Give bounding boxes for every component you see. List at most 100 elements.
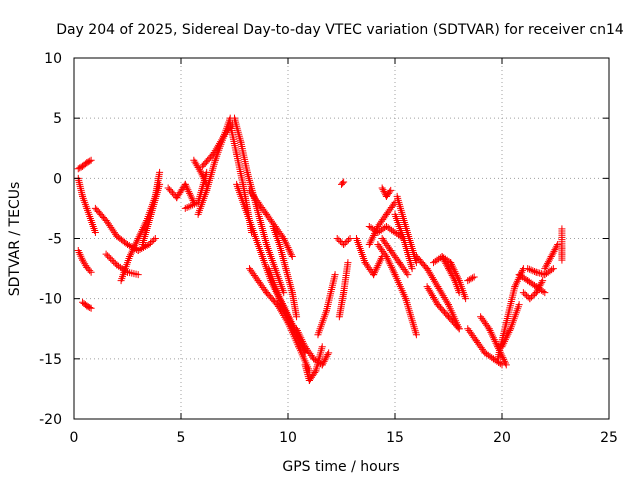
- data-point: [369, 233, 377, 241]
- data-point: [133, 236, 141, 244]
- data-point: [187, 193, 195, 201]
- series-arc19: [269, 222, 301, 321]
- y-tick-label: -10: [39, 292, 62, 308]
- data-point: [379, 186, 387, 194]
- data-point: [288, 319, 296, 327]
- data-point: [290, 323, 298, 331]
- data-point: [164, 184, 172, 192]
- data-point: [299, 337, 307, 345]
- x-tick-label: 5: [177, 430, 186, 446]
- data-point: [512, 281, 520, 289]
- data-point: [134, 235, 142, 242]
- series-arc18: [245, 186, 296, 261]
- series-arc29: [365, 198, 399, 249]
- y-tick-label: 10: [44, 51, 62, 67]
- data-point: [385, 258, 393, 266]
- data-point: [83, 159, 91, 167]
- data-point: [388, 263, 396, 271]
- data-point: [455, 289, 463, 297]
- data-point: [280, 312, 288, 320]
- data-point: [276, 294, 284, 302]
- data-point: [74, 165, 82, 173]
- series-arc26: [338, 178, 348, 188]
- data-point: [278, 233, 286, 241]
- data-point: [294, 328, 302, 336]
- series-arc42: [494, 265, 527, 363]
- data-point: [498, 343, 506, 351]
- data-point: [116, 263, 124, 271]
- data-point: [209, 150, 217, 158]
- data-point: [281, 236, 289, 244]
- data-point: [186, 191, 194, 199]
- data-point: [529, 267, 537, 275]
- data-point: [501, 359, 509, 367]
- data-point: [308, 353, 316, 361]
- data-point: [527, 266, 535, 274]
- data-point: [441, 295, 449, 303]
- data-point: [136, 246, 144, 254]
- data-point: [84, 303, 92, 311]
- series-arc44: [515, 271, 549, 297]
- data-point: [372, 265, 380, 273]
- data-point: [110, 258, 118, 266]
- data-point: [467, 275, 475, 283]
- data-point: [424, 284, 432, 292]
- data-point: [324, 351, 332, 359]
- data-point: [502, 361, 510, 369]
- data-point: [382, 253, 390, 261]
- data-point: [216, 139, 224, 147]
- series-arc31: [378, 235, 412, 279]
- data-point: [151, 235, 159, 242]
- data-point: [469, 274, 477, 282]
- data-point: [325, 349, 333, 357]
- data-point: [297, 334, 305, 342]
- data-point: [138, 225, 146, 233]
- data-point: [489, 332, 497, 340]
- data-point: [318, 343, 326, 351]
- data-point: [289, 321, 297, 329]
- data-point: [339, 179, 347, 187]
- data-point: [465, 276, 473, 284]
- series-arc36: [423, 283, 463, 333]
- data-point: [425, 286, 433, 294]
- x-tick-label: 25: [600, 430, 618, 446]
- data-point: [300, 341, 308, 349]
- data-point: [450, 266, 458, 274]
- y-tick-label: -5: [48, 232, 62, 248]
- data-point: [488, 330, 496, 338]
- data-point: [287, 251, 295, 259]
- data-point: [275, 304, 283, 312]
- y-tick-label: -15: [39, 352, 62, 368]
- data-point: [499, 354, 507, 362]
- data-point: [431, 277, 439, 285]
- data-point: [218, 136, 226, 144]
- data-point: [212, 145, 220, 153]
- data-point: [447, 260, 455, 268]
- data-point: [80, 258, 88, 266]
- data-point: [217, 138, 225, 146]
- data-point: [166, 186, 174, 194]
- data-point: [387, 186, 395, 194]
- data-point: [432, 279, 440, 287]
- data-point: [447, 259, 455, 267]
- data-point: [427, 272, 435, 280]
- data-point: [182, 182, 190, 190]
- data-point: [344, 236, 352, 244]
- data-point: [383, 254, 391, 262]
- data-point: [370, 271, 378, 279]
- data-point: [134, 247, 142, 255]
- data-point: [278, 308, 286, 316]
- data-point: [519, 266, 527, 274]
- data-point: [191, 158, 199, 166]
- data-point: [370, 269, 378, 277]
- data-point: [500, 339, 508, 347]
- data-point: [278, 299, 286, 307]
- series-arc48: [558, 225, 566, 264]
- data-point: [87, 156, 95, 164]
- data-point: [91, 228, 99, 236]
- data-point: [76, 164, 84, 172]
- data-point: [81, 260, 89, 268]
- data-point: [147, 239, 155, 247]
- data-point: [186, 189, 194, 197]
- data-point: [366, 239, 374, 247]
